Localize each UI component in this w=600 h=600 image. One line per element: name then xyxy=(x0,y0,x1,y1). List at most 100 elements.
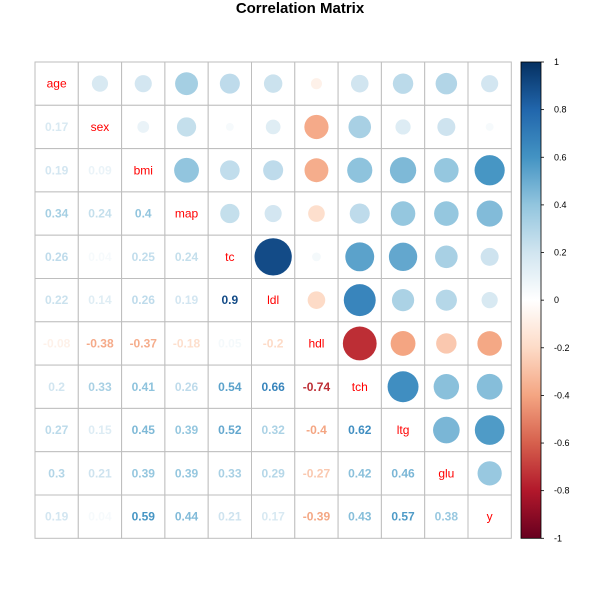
variable-label-tch: tch xyxy=(352,380,368,394)
matrix-cell xyxy=(121,278,166,323)
correlation-value-y-ltg: 0.57 xyxy=(391,510,415,524)
correlation-circle-tc-glu xyxy=(435,245,458,269)
correlation-circle-age-y xyxy=(481,75,499,93)
correlation-value-ltg-hdl: -0.4 xyxy=(306,423,327,437)
colorbar-tick-label: 1 xyxy=(554,57,559,67)
correlation-circle-hdl-y xyxy=(477,331,502,356)
matrix-cells: age 0.17 sex 0.19 0.09 bmi 0.34 0.24 0.4 map 0.26 0… xyxy=(43,72,505,524)
matrix-cell xyxy=(164,191,209,236)
correlation-circle-tc-y xyxy=(480,247,499,266)
correlation-value-ldl-age: 0.22 xyxy=(45,293,69,307)
matrix-cell xyxy=(380,321,426,366)
correlation-value-tch-bmi: 0.41 xyxy=(132,380,156,394)
correlation-circle-hdl-glu xyxy=(436,333,457,354)
correlation-circle-ldl-glu xyxy=(435,289,457,311)
correlation-circle-ldl-tch xyxy=(343,284,376,317)
correlation-value-hdl-ldl: -0.2 xyxy=(263,336,284,350)
correlation-circle-map-ldl xyxy=(264,204,282,223)
correlation-value-glu-ltg: 0.46 xyxy=(391,466,415,480)
correlation-circle-glu-y xyxy=(477,461,502,486)
correlation-circle-age-sex xyxy=(91,75,109,92)
correlation-value-glu-tc: 0.33 xyxy=(218,466,242,480)
matrix-cell xyxy=(77,234,123,279)
correlation-value-ltg-bmi: 0.45 xyxy=(132,423,156,437)
matrix-cell xyxy=(467,494,512,539)
correlation-circle-bmi-y xyxy=(474,155,505,186)
correlation-value-ltg-tc: 0.52 xyxy=(218,423,242,437)
matrix-cell xyxy=(337,451,382,496)
matrix-cell xyxy=(337,364,382,409)
correlation-circle-sex-bmi xyxy=(137,121,150,133)
correlation-circle-sex-map xyxy=(176,117,197,137)
colorbar-tick-label: 0 xyxy=(554,295,559,305)
correlation-value-ltg-tch: 0.62 xyxy=(348,423,372,437)
matrix-cell xyxy=(121,191,166,236)
variable-label-glu: glu xyxy=(438,466,454,480)
correlation-circle-ldl-hdl xyxy=(307,291,326,309)
correlation-value-glu-tch: 0.42 xyxy=(348,466,372,480)
matrix-cell xyxy=(34,321,79,366)
correlation-value-ltg-age: 0.27 xyxy=(45,423,69,437)
correlation-circle-tc-ldl xyxy=(254,238,292,276)
correlation-circle-age-map xyxy=(175,72,199,96)
matrix-cell xyxy=(34,104,79,150)
correlation-value-y-bmi: 0.59 xyxy=(132,510,156,524)
colorbar-tick-label: 0.6 xyxy=(554,152,567,162)
correlation-value-tch-tc: 0.54 xyxy=(218,380,242,394)
correlation-circle-age-ltg xyxy=(392,73,414,94)
correlation-circle-sex-hdl xyxy=(304,114,329,140)
colorbar-tick-label: -1 xyxy=(554,533,562,543)
correlation-circle-map-tc xyxy=(220,203,240,224)
correlation-circle-tch-ltg xyxy=(387,371,419,403)
matrix-cell xyxy=(164,494,209,539)
matrix-cell xyxy=(121,321,166,366)
correlation-circle-ldl-y xyxy=(481,292,498,309)
correlation-circle-bmi-tc xyxy=(220,160,240,181)
colorbar-tick-label: 0.4 xyxy=(554,200,567,210)
correlation-circle-tc-hdl xyxy=(312,252,321,262)
correlation-value-glu-ldl: 0.29 xyxy=(261,466,285,480)
variable-label-ltg: ltg xyxy=(397,423,410,437)
correlation-circle-sex-tch xyxy=(348,115,372,139)
variable-label-hdl: hdl xyxy=(308,336,324,350)
correlation-value-tch-map: 0.26 xyxy=(175,380,199,394)
correlation-circle-bmi-hdl xyxy=(304,158,329,183)
correlation-value-tch-ldl: 0.66 xyxy=(261,380,285,394)
colorbar-tick-label: 0.2 xyxy=(554,248,567,258)
correlation-value-y-glu: 0.38 xyxy=(435,510,459,524)
correlation-value-bmi-age: 0.19 xyxy=(45,163,69,177)
matrix-cell xyxy=(34,191,79,236)
correlation-value-ldl-tc: 0.9 xyxy=(222,293,239,307)
matrix-cell xyxy=(424,494,469,539)
variable-label-ldl: ldl xyxy=(267,293,279,307)
correlation-circle-sex-ltg xyxy=(395,119,411,135)
correlation-circle-age-ldl xyxy=(263,74,283,93)
correlation-circle-map-hdl xyxy=(308,205,325,222)
correlation-circle-bmi-ldl xyxy=(263,160,284,181)
matrix-cell xyxy=(207,191,252,236)
correlation-circle-ldl-ltg xyxy=(391,289,415,312)
correlation-circle-age-tch xyxy=(350,74,369,93)
colorbar-tick-label: -0.2 xyxy=(554,343,570,353)
correlation-value-ldl-bmi: 0.26 xyxy=(132,293,156,307)
correlation-value-tc-age: 0.26 xyxy=(45,250,69,264)
correlation-value-glu-bmi: 0.39 xyxy=(132,466,156,480)
correlation-circle-age-tc xyxy=(219,73,240,94)
color-legend: 1 0.8 0.6 0.4 0.2 0 -0.2 -0.4 -0.6 -0.8 -1 xyxy=(520,57,570,543)
colorbar-tick-label: 0.8 xyxy=(554,105,567,115)
variable-label-age: age xyxy=(47,77,67,91)
matrix-cell xyxy=(251,321,296,366)
colorbar-tick-label: -0.4 xyxy=(554,390,570,400)
correlation-value-hdl-map: -0.18 xyxy=(173,336,201,350)
matrix-cell xyxy=(251,407,296,453)
correlation-value-ltg-map: 0.39 xyxy=(175,423,199,437)
matrix-cell xyxy=(164,234,209,279)
matrix-grid xyxy=(34,61,512,539)
chart-title: Correlation Matrix xyxy=(235,0,365,17)
correlation-circle-map-ltg xyxy=(390,201,416,226)
correlation-circle-sex-ldl xyxy=(265,119,281,135)
correlation-value-ldl-sex: 0.14 xyxy=(88,293,112,307)
matrix-cell xyxy=(294,321,339,366)
variable-label-sex: sex xyxy=(91,120,110,134)
correlation-value-y-map: 0.44 xyxy=(175,510,199,524)
